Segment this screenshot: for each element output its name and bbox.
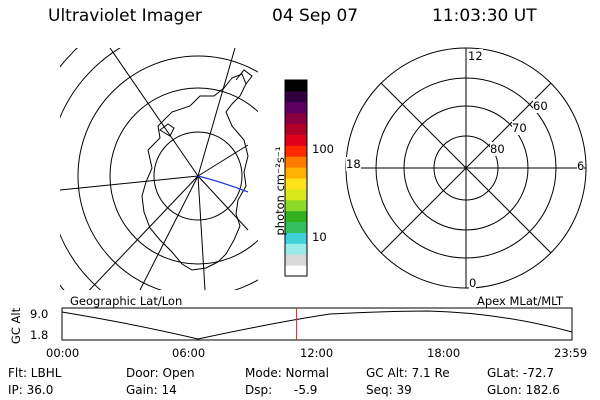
meridian-line [109,48,199,177]
polar-diagonal [380,82,552,254]
dsp-value: -5.9 [294,383,318,397]
colorbar-frame [284,79,308,277]
color-bar [284,79,308,277]
orbit-plot-frame [61,307,573,341]
colorbar-segment [285,112,307,125]
mode-info: Mode: Normal [245,366,329,380]
orbit-xtick-1800: 18:00 [427,346,461,360]
seq-info: Seq: 39 [366,383,412,397]
meridian-line [197,175,206,290]
colorbar-tick-10: 10 [312,230,327,244]
glon-info: GLon: 182.6 [487,383,560,397]
apex-panel-label: Apex MLat/MLT [477,294,564,308]
gc-alt-info: GC Alt: 7.1 Re [366,366,450,380]
footprint-track [197,175,249,193]
orbit-ytick-low: 1.8 [30,328,49,342]
colorbar-segment [285,199,307,212]
orbit-xtick-0000: 00:00 [46,346,80,360]
glat-info: GLat: -72.7 [487,366,554,380]
gain-info: Gain: 14 [126,383,177,397]
colorbar-segment [285,188,307,201]
mlt-label-0: 0 [469,276,477,290]
mlat-label-60: 60 [533,99,548,113]
meridian-line [197,144,249,177]
mlat-label-80: 80 [490,142,505,156]
colorbar-segment [285,232,307,244]
mlt-label-12: 12 [468,49,483,63]
colorbar-segment [285,80,307,92]
orbit-xtick-2359: 23:59 [554,346,588,360]
date-label: 04 Sep 07 [272,6,359,26]
orbit-altitude-curve [61,310,573,340]
colorbar-segment [285,254,307,266]
dsp-label: Dsp: [245,383,273,397]
geographic-panel-label: Geographic Lat/Lon [70,294,183,308]
time-label: 11:03:30 UT [432,6,537,26]
colorbar-segment [285,210,307,223]
coastline [159,123,175,137]
ip-info: IP: 36.0 [8,383,54,397]
colorbar-segment [285,156,307,168]
meridian-line [88,175,199,290]
meridian-line [139,175,199,290]
colorbar-segment [285,265,307,277]
lat-circle [77,55,258,290]
meridian-line [60,175,199,191]
colorbar-segment [285,90,307,103]
colorbar-segment [285,221,307,233]
meridian-line [197,175,249,231]
instrument-title: Ultraviolet Imager [48,6,202,26]
mlt-label-6: 6 [577,159,585,173]
colorbar-segment [285,134,307,146]
filter-info: Flt: LBHL [8,366,62,380]
orbit-xtick-1200: 12:00 [300,346,334,360]
mlat-label-70: 70 [512,121,527,135]
mlt-label-18: 18 [346,157,361,171]
colorbar-segment [285,178,307,190]
colorbar-segment [285,243,307,255]
colorbar-tick-100: 100 [312,142,334,156]
meridian-line [197,48,236,177]
coastline [141,73,249,271]
door-info: Door: Open [126,366,195,380]
colorbar-segment [285,167,307,179]
coastline [235,69,253,85]
orbit-ytick-high: 9.0 [30,307,49,321]
lat-circle [153,131,243,221]
lat-circle [109,87,258,265]
colorbar-segment [285,145,307,157]
colorbar-segment [285,123,307,135]
orbit-xtick-0600: 06:00 [172,346,206,360]
colorbar-segment [285,101,307,114]
